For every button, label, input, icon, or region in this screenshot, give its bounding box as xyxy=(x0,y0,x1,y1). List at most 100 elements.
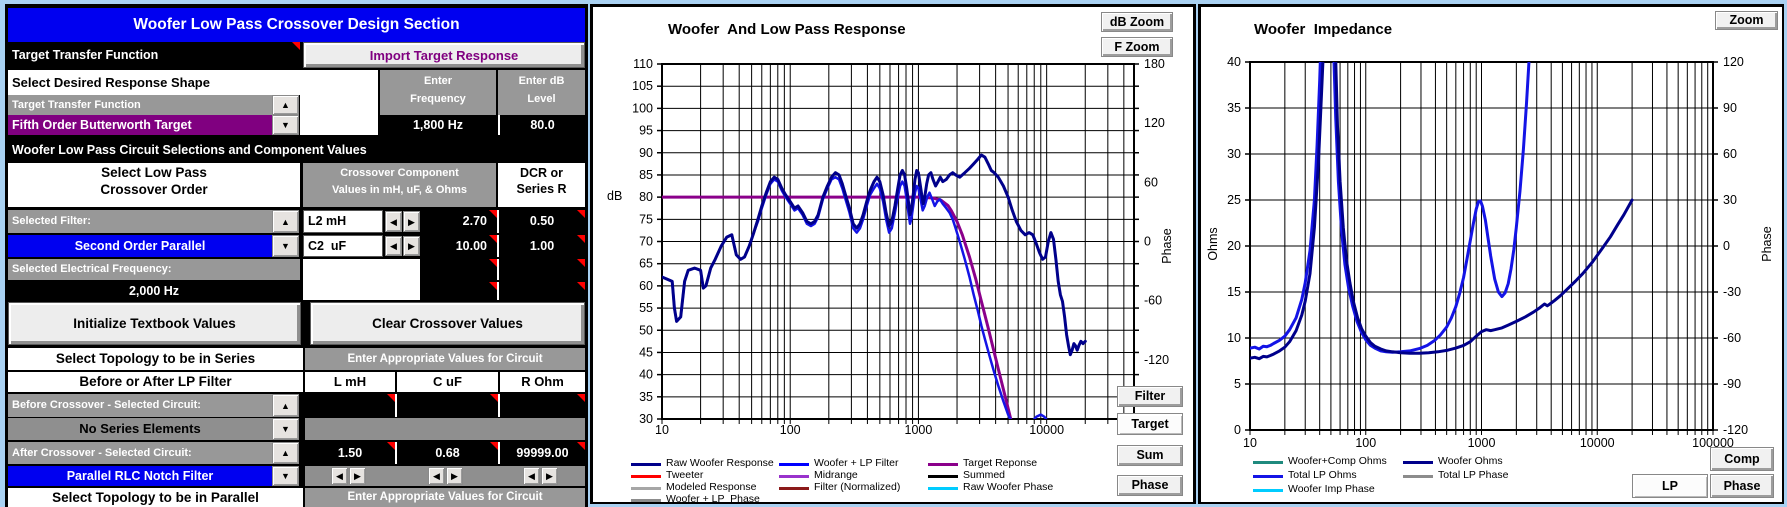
svg-text:-120: -120 xyxy=(1723,423,1748,437)
c2-step-left-icon[interactable]: ◀ xyxy=(385,236,402,256)
legend-label: Filter (Normalized) xyxy=(814,481,901,493)
svg-text:40: 40 xyxy=(639,368,653,382)
before-crossover-value[interactable]: No Series Elements xyxy=(8,418,272,440)
c2-value[interactable]: 10.00 xyxy=(420,235,497,257)
column-header-r: R Ohm xyxy=(498,372,585,392)
blank-value-cell[interactable] xyxy=(420,259,497,280)
lp-button[interactable]: LP xyxy=(1632,474,1708,498)
target-dropdown-value[interactable]: Fifth Order Butterworth Target xyxy=(8,115,272,135)
legend-swatch xyxy=(1253,461,1283,464)
c2-component-field[interactable]: C2 uF xyxy=(303,235,383,257)
svg-text:95: 95 xyxy=(639,124,653,138)
svg-text:50: 50 xyxy=(639,323,653,337)
svg-text:15: 15 xyxy=(1227,285,1241,299)
svg-text:55: 55 xyxy=(639,301,653,315)
enter-db-header-line1: Enter dB xyxy=(518,75,565,87)
select-low-pass-header: Select Low Pass Crossover Order xyxy=(8,163,300,207)
initialize-textbook-values-button[interactable]: Initialize Textbook Values xyxy=(8,302,301,345)
svg-text:60: 60 xyxy=(1723,147,1737,161)
after-l-value[interactable]: 1.50 xyxy=(305,442,395,464)
db-level-value[interactable]: 80.0 xyxy=(498,115,585,135)
target-transfer-function-label: Target Transfer Function xyxy=(8,42,300,68)
comp-button[interactable]: Comp xyxy=(1710,447,1774,471)
svg-text:5: 5 xyxy=(1234,377,1241,391)
after-l-step-left-icon[interactable]: ◀ xyxy=(331,467,348,485)
electrical-frequency-value[interactable]: 2,000 Hz xyxy=(8,282,300,300)
series-topology-title-2: Before or After LP Filter xyxy=(8,372,303,392)
after-c-value[interactable]: 0.68 xyxy=(395,442,498,464)
after-spinner-up-icon[interactable]: ▲ xyxy=(272,442,299,464)
l2-dcr-value[interactable]: 0.50 xyxy=(497,210,585,233)
svg-text:80: 80 xyxy=(639,190,653,204)
blank-value-cell-2[interactable] xyxy=(420,282,497,300)
blank-dcr-cell[interactable] xyxy=(497,259,585,280)
legend-swatch xyxy=(928,487,958,490)
legend-label: Raw Woofer Phase xyxy=(963,481,1054,493)
svg-text:70: 70 xyxy=(639,235,653,249)
before-c-cell[interactable] xyxy=(395,394,498,417)
f-zoom-button[interactable]: F Zoom xyxy=(1101,37,1173,57)
impedance-zoom-button[interactable]: Zoom xyxy=(1715,11,1778,30)
after-spinner-down-icon[interactable]: ▼ xyxy=(272,466,299,486)
after-l-step-right-icon[interactable]: ▶ xyxy=(349,467,366,485)
impedance-phase-button[interactable]: Phase xyxy=(1710,474,1774,498)
after-c-step-right-icon[interactable]: ▶ xyxy=(446,467,463,485)
filter-button[interactable]: Filter xyxy=(1117,386,1183,407)
column-header-c: C uF xyxy=(395,372,498,392)
svg-text:100: 100 xyxy=(780,423,801,437)
blank-dcr-cell-2[interactable] xyxy=(497,282,585,300)
filter-spinner-up-icon[interactable]: ▲ xyxy=(272,210,299,233)
svg-text:35: 35 xyxy=(1227,101,1241,115)
svg-text:10: 10 xyxy=(1227,331,1241,345)
enter-frequency-header-line1: Enter xyxy=(423,75,453,87)
svg-text:35: 35 xyxy=(639,390,653,404)
before-spinner-up-icon[interactable]: ▲ xyxy=(272,394,299,417)
svg-text:100000: 100000 xyxy=(1692,436,1734,450)
before-l-cell[interactable] xyxy=(305,394,395,417)
enter-frequency-header: Enter Frequency xyxy=(380,70,496,115)
filter-spinner-down-icon[interactable]: ▼ xyxy=(272,235,299,257)
l2-component-field[interactable]: L2 mH xyxy=(303,210,383,233)
legend-label: Woofer Ohms xyxy=(1438,455,1503,467)
legend-swatch xyxy=(631,475,661,478)
l2-step-left-icon[interactable]: ◀ xyxy=(385,211,402,232)
response-yaxis-label: dB xyxy=(607,189,623,203)
db-zoom-button[interactable]: dB Zoom xyxy=(1101,12,1173,32)
svg-text:25: 25 xyxy=(1227,193,1241,207)
l2-value[interactable]: 2.70 xyxy=(420,210,497,233)
target-button[interactable]: Target xyxy=(1117,413,1183,435)
import-target-response-button[interactable]: Import Target Response xyxy=(303,42,585,68)
l2-step-right-icon[interactable]: ▶ xyxy=(403,211,420,232)
legend-label: Midrange xyxy=(814,469,858,481)
circuit-section-header: Woofer Low Pass Circuit Selections and C… xyxy=(8,140,585,161)
phase-button[interactable]: Phase xyxy=(1117,475,1183,496)
series-values-header: Enter Appropriate Values for Circuit xyxy=(305,348,585,370)
legend-label: Woofer + LP Filter xyxy=(814,457,899,469)
after-crossover-value[interactable]: Parallel RLC Notch Filter xyxy=(8,466,272,486)
response-chart: 30 35 40 45 50 55 60 65 70 75 80 85 90 95 100 105 110 10 1… xyxy=(593,7,1193,502)
target-dropdown-up-icon[interactable]: ▲ xyxy=(272,95,299,115)
sum-button[interactable]: Sum xyxy=(1117,445,1183,466)
svg-text:-120: -120 xyxy=(1144,353,1169,367)
crossover-design-panel: Woofer Low Pass Crossover Design Section… xyxy=(8,8,585,507)
selected-filter-value[interactable]: Second Order Parallel xyxy=(8,235,272,257)
before-spinner-down-icon[interactable]: ▼ xyxy=(272,418,299,440)
clear-crossover-values-button[interactable]: Clear Crossover Values xyxy=(310,302,585,345)
svg-text:30: 30 xyxy=(1723,193,1737,207)
svg-text:20: 20 xyxy=(1227,239,1241,253)
response-phase-axis-label: Phase xyxy=(1160,228,1174,264)
c2-dcr-value[interactable]: 1.00 xyxy=(497,235,585,257)
after-r-step-right-icon[interactable]: ▶ xyxy=(541,467,558,485)
legend-swatch xyxy=(631,499,661,502)
svg-text:30: 30 xyxy=(1227,147,1241,161)
frequency-value[interactable]: 1,800 Hz xyxy=(380,115,496,135)
before-r-cell[interactable] xyxy=(498,394,585,417)
c2-step-right-icon[interactable]: ▶ xyxy=(403,236,420,256)
impedance-phase-axis-label: Phase xyxy=(1760,226,1774,262)
after-r-step-left-icon[interactable]: ◀ xyxy=(523,467,540,485)
after-c-step-left-icon[interactable]: ◀ xyxy=(428,467,445,485)
after-r-value[interactable]: 99999.00 xyxy=(498,442,585,464)
svg-text:40: 40 xyxy=(1227,55,1241,69)
legend-swatch xyxy=(631,487,661,490)
target-dropdown-down-icon[interactable]: ▼ xyxy=(272,115,299,135)
